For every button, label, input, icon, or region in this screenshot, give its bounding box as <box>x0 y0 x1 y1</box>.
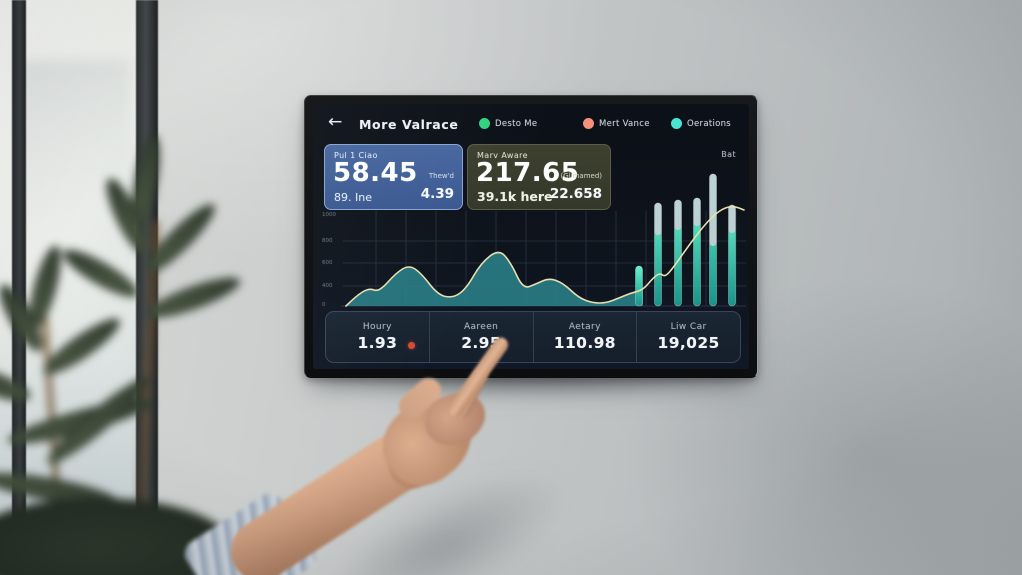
legend-label: Oerations <box>687 118 732 129</box>
page-title: More Valrace <box>359 117 459 132</box>
card-sub-right-value: 4.39 <box>420 186 454 202</box>
stat-label: Houry <box>362 322 392 332</box>
legend-dot-cyan <box>671 118 682 129</box>
stat-value: 1.93 <box>357 334 398 352</box>
legend-dot-salmon <box>583 118 594 129</box>
chart-corner-label: Bat <box>721 150 736 159</box>
potted-plant <box>0 133 244 575</box>
stat-tile-liwcar[interactable]: Liw Car 19,025 <box>636 312 740 362</box>
stat-value: 110.98 <box>553 334 616 352</box>
stat-label: Aareen <box>463 322 499 332</box>
plant-leaf <box>142 270 244 326</box>
plant-leaf <box>37 311 126 383</box>
card-label: Marv Aware <box>477 151 528 160</box>
svg-text:1000: 1000 <box>322 212 336 218</box>
legend-label: Desto Me <box>495 118 538 129</box>
stat-card-secondary[interactable]: Marv Aware 217.65 39.1k here (Glimamed) … <box>467 144 611 210</box>
card-sub-right-value: 22.658 <box>549 186 602 202</box>
plant-leaf <box>0 362 34 408</box>
alert-dot <box>407 342 415 349</box>
svg-text:400: 400 <box>322 283 333 289</box>
svg-text:0: 0 <box>322 302 326 308</box>
stat-label: Aetary <box>568 322 601 332</box>
back-arrow-icon: ← <box>328 112 343 132</box>
card-value: 217.65 <box>476 158 580 188</box>
stat-label: Liw Car <box>670 322 707 332</box>
stat-value: 19,025 <box>657 334 720 352</box>
card-value: 58.45 <box>333 158 418 188</box>
hand-shadow <box>301 440 589 575</box>
stat-value: 2.95 <box>461 334 502 352</box>
wrist <box>379 416 465 498</box>
stat-card-primary[interactable]: Pul 1 Ciao 58.45 89. Ine Thew'd 4.39 <box>324 144 463 210</box>
card-sub-left: 39.1k here <box>477 189 553 204</box>
card-sub-left: 89. Ine <box>334 191 372 204</box>
legend-label: Mert Vance <box>599 118 650 129</box>
legend-item-3[interactable]: Oerations <box>671 118 731 129</box>
wall-mounted-display: 1000 800 600 400 0 ← More Valrace Desto Me M… <box>304 95 758 378</box>
svg-text:800: 800 <box>322 238 333 244</box>
stat-tile-aareen[interactable]: Aareen 2.95 <box>428 312 533 362</box>
plant-leaf <box>58 242 144 305</box>
legend-dot-green <box>479 118 490 129</box>
card-sub-right-label: (Glimamed) <box>560 172 602 180</box>
stat-tile-hourly[interactable]: Houry 1.93 <box>326 312 429 362</box>
svg-text:600: 600 <box>322 260 333 266</box>
back-button[interactable]: ← <box>328 112 342 132</box>
legend-item-2[interactable]: Mert Vance <box>583 118 650 129</box>
forearm <box>219 423 435 575</box>
dashboard-screen: 1000 800 600 400 0 ← More Valrace Desto Me M… <box>313 104 749 369</box>
plant-foliage-mass <box>0 498 233 575</box>
legend-item-1[interactable]: Desto Me <box>479 118 537 129</box>
plant-leaf <box>138 197 222 281</box>
card-label: Pul 1 Ciao <box>334 151 378 160</box>
card-sub-right-label: Thew'd <box>428 172 454 180</box>
stat-tile-aetary[interactable]: Aetary 110.98 <box>532 312 637 362</box>
stat-strip: Houry 1.93 Aareen 2.95 Aetary 110.98 Liw… <box>325 311 741 363</box>
